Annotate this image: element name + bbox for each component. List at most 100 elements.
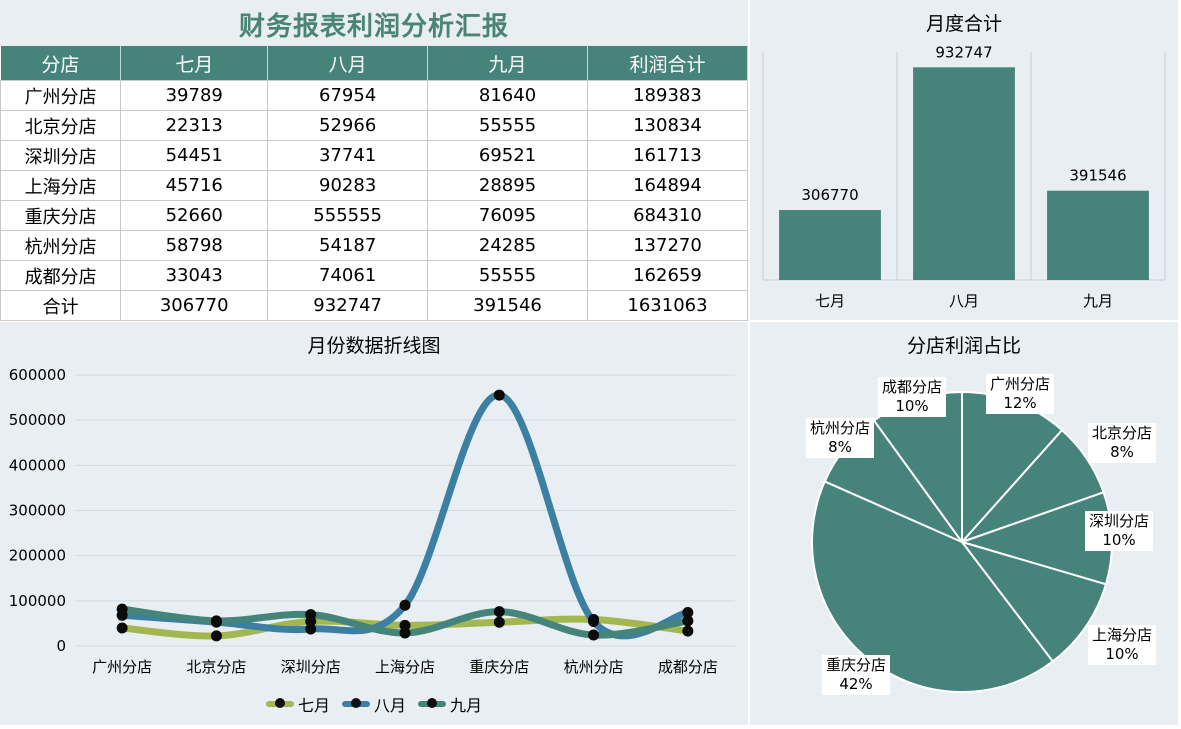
value-cell: 55555 [427,260,588,291]
value-cell: 164894 [586,170,749,201]
profit-table: 分店 七月 八月 九月 利润合计 广州分店 39789 67954 81640 1893… [0,46,749,321]
series-point-0 [399,619,411,631]
header-branch: 分店 [0,46,122,81]
pie-label: 上海分店 10% [1087,625,1157,665]
header-september: 九月 [427,46,588,81]
pie-slice-3 [959,540,1108,663]
table-row: 深圳分店 54451 37741 69521 161713 [0,140,749,171]
bar-category-label: 八月 [949,292,979,310]
x-tick-label: 成都分店 [658,658,718,676]
bar-data-label: 932747 [935,43,992,61]
series-point-2 [305,609,317,621]
series-point-0 [116,622,128,634]
value-cell: 1631063 [586,290,749,321]
value-cell: 24285 [427,230,588,261]
y-tick-label: 100000 [9,592,66,610]
series-point-1 [588,616,600,628]
value-cell: 52660 [120,200,269,231]
pie-label: 重庆分店 42% [821,655,891,695]
x-tick-label: 北京分店 [186,658,246,676]
series-point-2 [210,615,222,627]
bar-chart-title: 月度合计 [925,13,1002,35]
series-point-2 [116,603,128,615]
value-cell: 130834 [586,110,749,141]
header-july: 七月 [120,46,269,81]
pie-label-name: 杭州分店 [809,419,871,437]
branch-cell: 成都分店 [0,260,122,291]
x-tick-label: 重庆分店 [469,658,529,676]
series-point-0 [682,625,694,637]
pie-label: 杭州分店 8% [805,418,875,458]
y-tick-label: 500000 [9,411,66,429]
x-tick-label: 杭州分店 [564,658,624,676]
pie-label-name: 重庆分店 [825,656,887,674]
pie-chart-panel: 分店利润占比 广州分店 12% 北京分店 8% 深圳分店 10% 上海分店 10% 重庆分店 42… [750,322,1178,725]
value-cell: 33043 [120,260,269,291]
value-cell: 306770 [120,290,269,321]
bar-chart: 306770 七月 932747 八月 391546 九月 [762,43,1166,310]
line-chart-panel: 月份数据折线图 0 100000 200000 300000 400000 500000 6… [0,322,748,725]
series-point-2 [682,615,694,627]
header-profit-total: 利润合计 [587,46,749,81]
value-cell: 162659 [586,260,749,291]
series-point-0 [493,616,505,628]
value-cell: 37741 [267,140,429,171]
title-panel: 财务报表利润分析汇报 [0,0,748,46]
x-tick-label: 广州分店 [92,658,152,676]
x-tick-label: 深圳分店 [281,658,341,676]
line-chart: 0 100000 200000 300000 400000 500000 600000 广州分… [9,366,735,676]
branch-cell: 杭州分店 [0,230,122,261]
series-point-1 [493,389,505,401]
branch-cell: 深圳分店 [0,140,122,171]
bar-data-label: 306770 [801,186,858,204]
branch-cell: 广州分店 [0,80,122,111]
legend-label: 八月 [373,696,406,715]
pie-label-name: 上海分店 [1091,626,1153,644]
x-tick-label: 上海分店 [375,658,435,676]
pie-label-name: 成都分店 [881,378,943,396]
value-cell: 684310 [586,200,749,231]
pie-label-percent: 8% [1110,443,1134,461]
bar-category-label: 七月 [815,292,845,310]
branch-cell: 北京分店 [0,110,122,141]
value-cell: 161713 [586,140,749,171]
value-cell: 45716 [120,170,269,201]
value-cell: 555555 [267,200,429,231]
y-tick-label: 600000 [9,366,66,384]
value-cell: 391546 [427,290,588,321]
pie-label: 北京分店 8% [1087,423,1157,463]
table-row: 北京分店 22313 52966 55555 130834 [0,110,749,141]
pie-label-name: 北京分店 [1091,424,1153,442]
table-row: 成都分店 33043 74061 55555 162659 [0,260,749,291]
value-cell: 81640 [427,80,588,111]
header-august: 八月 [267,46,429,81]
pie-label-name: 广州分店 [989,375,1051,393]
y-tick-label: 0 [56,637,66,655]
y-tick-label: 200000 [9,547,66,565]
value-cell: 58798 [120,230,269,261]
value-cell: 137270 [586,230,749,261]
value-cell: 932747 [267,290,429,321]
pie-label-percent: 8% [828,438,852,456]
table-row: 重庆分店 52660 555555 76095 684310 [0,200,749,231]
y-tick-label: 400000 [9,456,66,474]
legend-swatch [341,698,370,708]
branch-cell: 重庆分店 [0,200,122,231]
value-cell: 76095 [427,200,588,231]
pie-label-percent: 42% [839,675,873,693]
value-cell: 39789 [120,80,269,111]
legend-item: 八月 [341,692,406,716]
legend-swatch [418,698,446,708]
value-cell: 52966 [267,110,429,141]
legend-swatch [265,698,294,708]
series-point-2 [588,629,600,641]
pie-label-percent: 10% [895,397,929,415]
legend-item: 九月 [418,692,482,716]
bar-2 [1047,190,1149,280]
value-cell: 54451 [120,140,269,171]
table-body: 广州分店 39789 67954 81640 189383 北京分店 22313 52966 5… [0,80,749,321]
value-cell: 67954 [267,80,429,111]
legend-label: 九月 [450,696,483,715]
pie-label-percent: 10% [1102,531,1136,549]
pie-label-name: 深圳分店 [1088,512,1150,530]
